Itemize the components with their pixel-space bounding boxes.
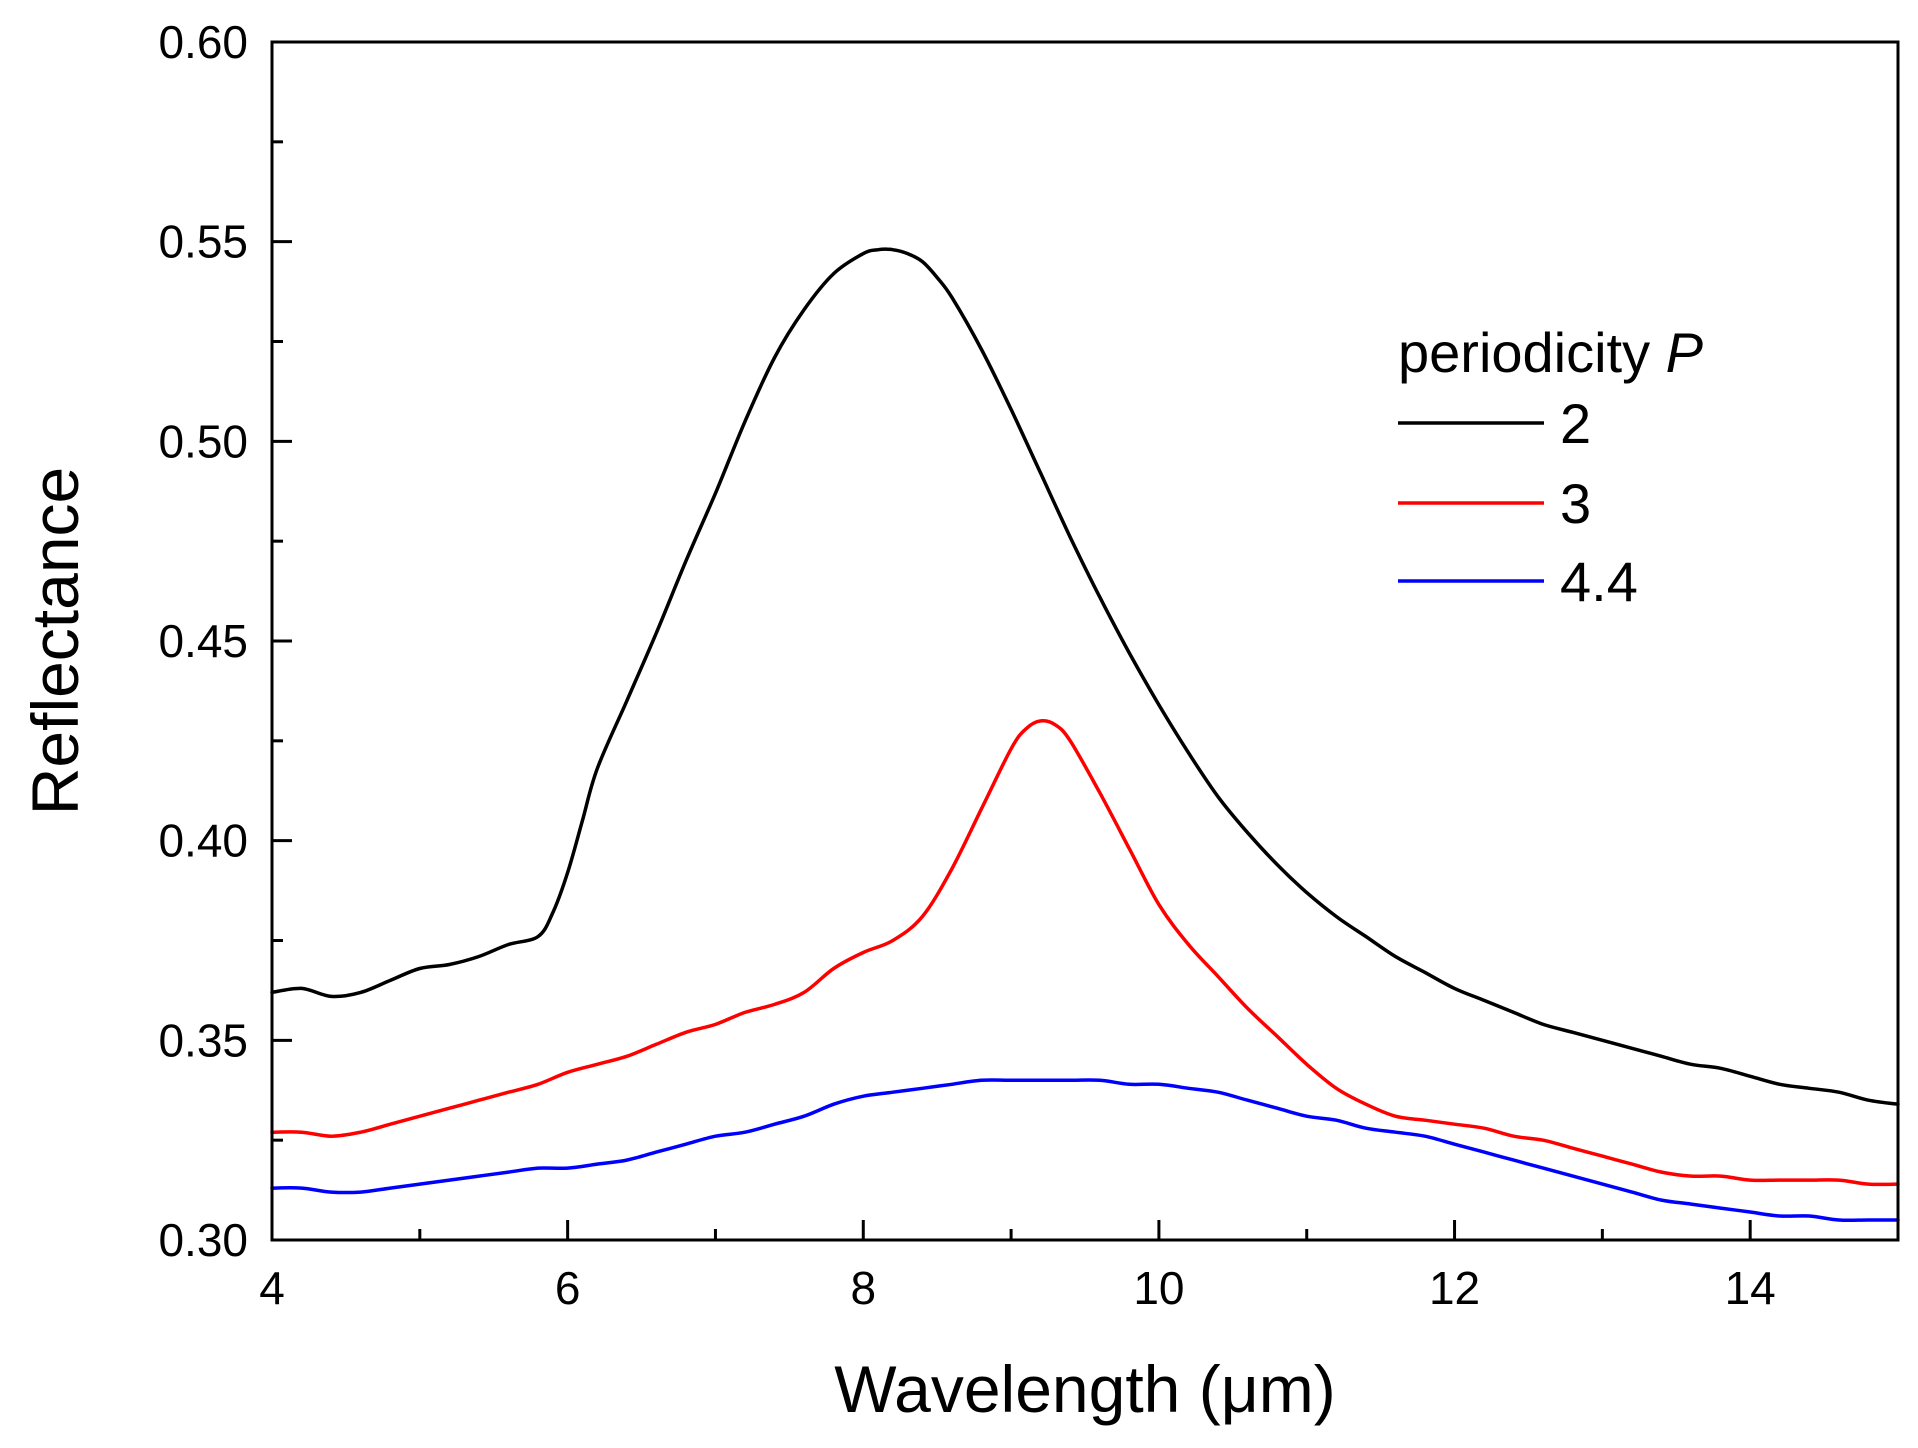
x-axis-title: Wavelength (μm) (834, 1352, 1335, 1426)
x-tick-label: 10 (1133, 1262, 1184, 1314)
legend: periodicity P 234.4 (1398, 321, 1703, 613)
x-tick-label: 6 (555, 1262, 581, 1314)
legend-label-1: 2 (1560, 392, 1591, 455)
y-tick-label: 0.60 (158, 16, 248, 68)
x-tick-label: 12 (1429, 1262, 1480, 1314)
legend-title-symbol: P (1666, 321, 1703, 384)
tick-labels: 4 6 8 10 12 14 0.30 0.35 0.40 0.45 0.50 0.55 0.60 (158, 16, 1775, 1314)
legend-label-3: 4.4 (1560, 550, 1638, 613)
y-tick-label: 0.35 (158, 1014, 248, 1066)
series-line-3 (270, 1078, 1900, 1223)
legend-title: periodicity P (1398, 321, 1703, 384)
y-axis-title: Reflectance (18, 467, 92, 816)
series-line-2 (270, 718, 1900, 1187)
y-tick-label: 0.40 (158, 815, 248, 867)
y-tick-label: 0.45 (158, 615, 248, 667)
series-lines (270, 247, 1900, 1223)
legend-title-prefix: periodicity (1398, 321, 1666, 384)
series-line-1 (270, 247, 1900, 1106)
y-tick-label: 0.30 (158, 1214, 248, 1266)
x-tick-label: 4 (259, 1262, 285, 1314)
y-tick-label: 0.50 (158, 415, 248, 467)
axis-ticks (270, 40, 1900, 1242)
legend-entries: 234.4 (1398, 392, 1638, 613)
x-tick-label: 14 (1725, 1262, 1776, 1314)
y-tick-label: 0.55 (158, 216, 248, 268)
legend-label-2: 3 (1560, 472, 1591, 535)
plot-frame (270, 40, 1900, 1242)
x-tick-label: 8 (850, 1262, 876, 1314)
